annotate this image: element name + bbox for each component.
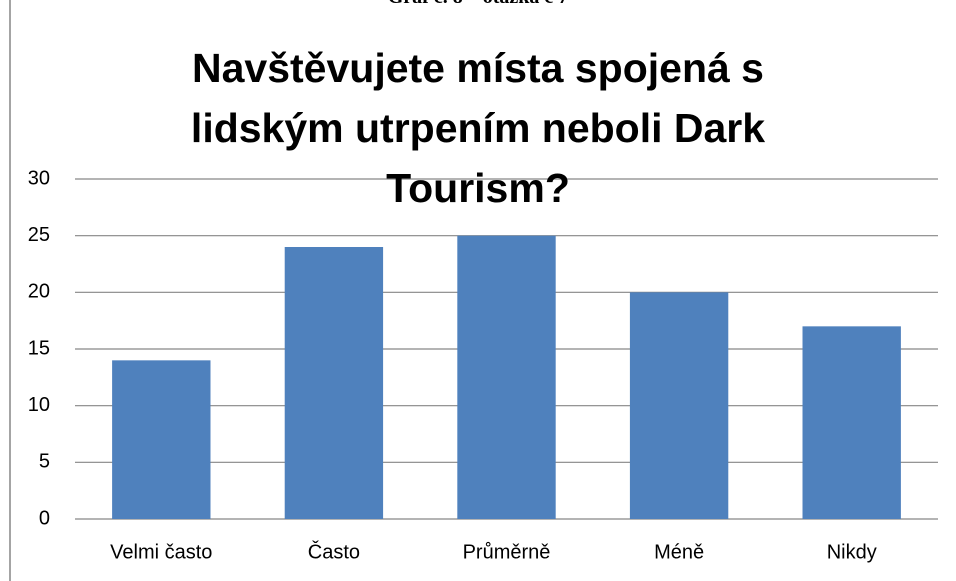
bar bbox=[284, 247, 384, 519]
bar bbox=[112, 360, 211, 519]
x-tick-label: Velmi často bbox=[110, 541, 212, 563]
x-tick-label: Často bbox=[308, 540, 360, 563]
chart-title: Navštěvujete místa spojená s lidským utr… bbox=[190, 45, 766, 211]
chart-border bbox=[9, 0, 11, 581]
bar bbox=[457, 235, 556, 519]
y-tick-label: 20 bbox=[28, 281, 50, 303]
x-tick-label: Méně bbox=[654, 541, 704, 563]
y-tick-label: 10 bbox=[28, 394, 50, 416]
x-tick-label: Nikdy bbox=[827, 541, 877, 563]
bar bbox=[629, 292, 729, 519]
x-tick-label: Průměrně bbox=[463, 541, 551, 563]
bar bbox=[802, 326, 901, 519]
y-tick-label: 30 bbox=[28, 167, 50, 189]
y-tick-label: 25 bbox=[28, 224, 50, 246]
caption: Graf č. 8 – otázka č 7 bbox=[0, 0, 956, 9]
y-tick-label: 5 bbox=[39, 451, 50, 473]
y-tick-label: 0 bbox=[39, 507, 50, 529]
y-tick-label: 15 bbox=[28, 337, 50, 359]
